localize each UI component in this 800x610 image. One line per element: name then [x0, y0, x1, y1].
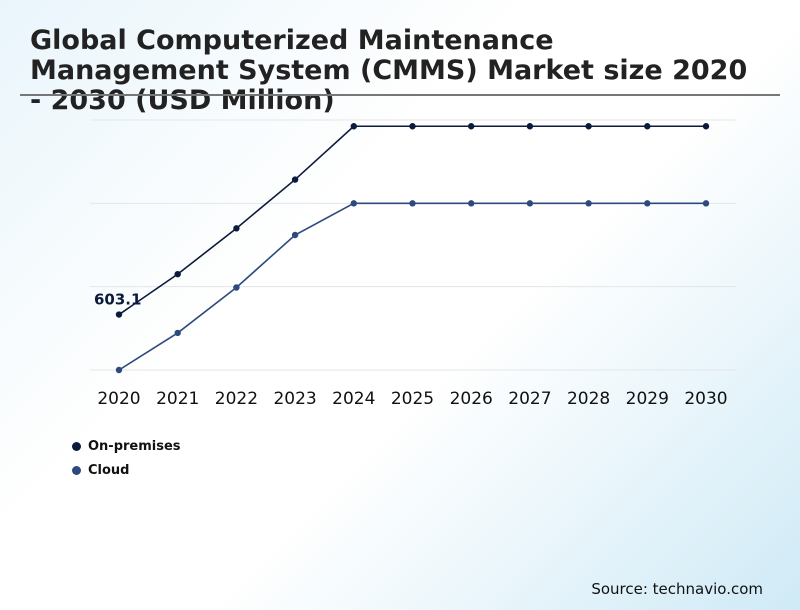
- x-tick-label: 2028: [567, 389, 610, 409]
- data-point-cloud[interactable]: [291, 231, 299, 239]
- legend-swatch-on-premises: [72, 441, 81, 451]
- legend-item-on-premises[interactable]: On-premises: [72, 434, 181, 458]
- data-point-on-premises[interactable]: [291, 176, 299, 183]
- x-tick-label: 2024: [332, 389, 375, 409]
- data-point-on-premises[interactable]: [115, 311, 123, 318]
- data-point-cloud[interactable]: [526, 200, 534, 207]
- data-point-on-premises[interactable]: [585, 123, 592, 130]
- data-points: [115, 123, 710, 374]
- data-point-on-premises[interactable]: [702, 123, 710, 130]
- data-point-on-premises[interactable]: [233, 225, 240, 232]
- data-point-on-premises[interactable]: [350, 123, 357, 130]
- data-point-cloud[interactable]: [644, 200, 651, 207]
- series-lines: [118, 125, 706, 371]
- data-point-cloud[interactable]: [115, 366, 123, 374]
- data-point-cloud[interactable]: [233, 284, 240, 291]
- data-point-cloud[interactable]: [585, 200, 592, 207]
- x-tick-label: 2025: [391, 389, 434, 409]
- data-labels: 603.1: [94, 291, 141, 309]
- data-label: 603.1: [94, 291, 141, 309]
- data-point-cloud[interactable]: [350, 200, 357, 207]
- data-point-cloud[interactable]: [174, 329, 181, 337]
- chart-title: Global Computerized Maintenance Manageme…: [30, 25, 748, 116]
- legend-label-on-premises: On-premises: [88, 438, 181, 454]
- x-tick-label: 2026: [450, 389, 493, 409]
- data-point-on-premises[interactable]: [644, 123, 651, 130]
- x-tick-label: 2029: [626, 389, 669, 409]
- x-tick-label: 2023: [273, 389, 316, 409]
- legend: On-premises Cloud: [72, 434, 181, 482]
- x-tick-label: 2020: [97, 389, 140, 409]
- x-tick-label: 2021: [156, 389, 199, 409]
- x-tick-label: 2030: [684, 389, 727, 409]
- legend-swatch-cloud: [72, 465, 81, 475]
- data-point-cloud[interactable]: [468, 200, 475, 207]
- data-point-on-premises[interactable]: [174, 270, 181, 278]
- x-tick-label: 2027: [508, 389, 551, 409]
- data-point-on-premises[interactable]: [468, 123, 475, 130]
- data-point-cloud[interactable]: [702, 200, 710, 207]
- data-point-on-premises[interactable]: [409, 123, 416, 130]
- x-tick-label: 2022: [215, 389, 258, 409]
- x-axis-tick-labels: 2020 2021 2022 2023 2024 2025 2026 2027 2028 2029…: [97, 389, 727, 409]
- data-point-cloud[interactable]: [409, 200, 416, 207]
- source-credit: Source: technavio.com: [591, 580, 763, 598]
- title-divider: [20, 94, 780, 96]
- legend-item-cloud[interactable]: Cloud: [72, 458, 181, 482]
- grid-lines: [90, 119, 736, 371]
- legend-label-cloud: Cloud: [88, 462, 130, 478]
- data-point-on-premises[interactable]: [526, 123, 534, 130]
